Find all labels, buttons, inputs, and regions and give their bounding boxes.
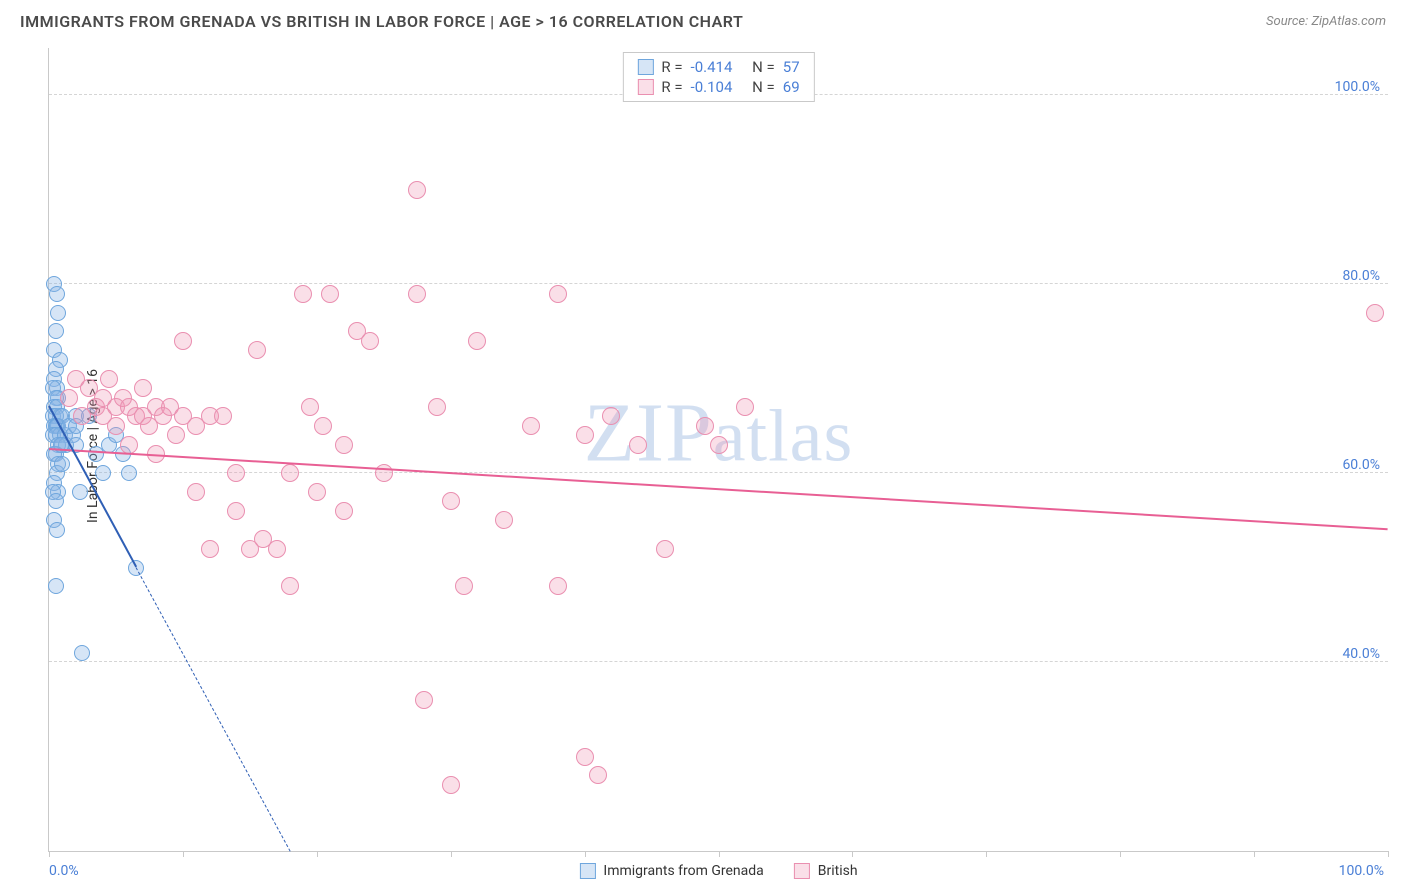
data-point [48, 578, 64, 594]
data-point [60, 389, 78, 407]
data-point [248, 341, 266, 359]
data-point [549, 285, 567, 303]
series-legend: Immigrants from Grenada British [579, 863, 857, 879]
data-point [48, 323, 64, 339]
data-point [736, 398, 754, 416]
data-point [455, 577, 473, 595]
gridline [49, 283, 1388, 284]
swatch-british [637, 79, 653, 95]
correlation-legend: R = -0.414 N = 57 R = -0.104 N = 69 [622, 52, 814, 102]
data-point [268, 540, 286, 558]
scatter-chart: ZIPatlas R = -0.414 N = 57 R = -0.104 N … [48, 48, 1388, 852]
data-point [442, 776, 460, 794]
legend-row-british: R = -0.104 N = 69 [637, 77, 799, 97]
data-point [408, 181, 426, 199]
swatch-british-icon [794, 863, 810, 879]
data-point [442, 492, 460, 510]
data-point [710, 436, 728, 454]
data-point [335, 502, 353, 520]
legend-item-british: British [794, 863, 858, 879]
data-point [408, 285, 426, 303]
swatch-grenada-icon [579, 863, 595, 879]
gridline [49, 661, 1388, 662]
x-tick [317, 851, 318, 857]
x-tick [183, 851, 184, 857]
data-point [120, 436, 138, 454]
data-point [1366, 304, 1384, 322]
chart-title: IMMIGRANTS FROM GRENADA VS BRITISH IN LA… [20, 12, 743, 31]
data-point [308, 483, 326, 501]
y-tick-label: 100.0% [1335, 79, 1380, 95]
data-point [522, 417, 540, 435]
data-point [227, 502, 245, 520]
x-tick [719, 851, 720, 857]
data-point [281, 464, 299, 482]
data-point [294, 285, 312, 303]
data-point [314, 417, 332, 435]
data-point [74, 645, 90, 661]
data-point [121, 465, 137, 481]
x-tick [451, 851, 452, 857]
data-point [107, 417, 125, 435]
regression-line [49, 448, 1388, 530]
data-point [50, 305, 66, 321]
data-point [187, 483, 205, 501]
x-tick-label: 100.0% [1339, 863, 1384, 879]
data-point [201, 540, 219, 558]
swatch-grenada [637, 59, 653, 75]
y-tick-label: 80.0% [1342, 268, 1380, 284]
y-tick-label: 40.0% [1342, 646, 1380, 662]
data-point [100, 370, 118, 388]
x-tick [49, 851, 50, 857]
data-point [335, 436, 353, 454]
data-point [602, 407, 620, 425]
watermark: ZIPatlas [584, 385, 854, 482]
gridline [49, 472, 1388, 473]
data-point [696, 417, 714, 435]
data-point [49, 522, 65, 538]
x-tick [1254, 851, 1255, 857]
legend-item-grenada: Immigrants from Grenada [579, 863, 763, 879]
data-point [174, 332, 192, 350]
data-point [48, 493, 64, 509]
x-tick [1120, 851, 1121, 857]
data-point [495, 511, 513, 529]
data-point [589, 766, 607, 784]
x-tick [1388, 851, 1389, 857]
data-point [49, 286, 65, 302]
data-point [321, 285, 339, 303]
data-point [134, 379, 152, 397]
data-point [72, 484, 88, 500]
x-tick [585, 851, 586, 857]
data-point [361, 332, 379, 350]
source-attribution: Source: ZipAtlas.com [1266, 14, 1386, 29]
regression-line [136, 567, 291, 851]
data-point [549, 577, 567, 595]
data-point [576, 426, 594, 444]
x-tick-label: 0.0% [49, 863, 79, 879]
data-point [167, 426, 185, 444]
legend-row-grenada: R = -0.414 N = 57 [637, 57, 799, 77]
x-tick [986, 851, 987, 857]
data-point [415, 691, 433, 709]
data-point [227, 464, 245, 482]
data-point [656, 540, 674, 558]
data-point [468, 332, 486, 350]
y-tick-label: 60.0% [1342, 457, 1380, 473]
data-point [281, 577, 299, 595]
data-point [54, 456, 70, 472]
data-point [629, 436, 647, 454]
data-point [301, 398, 319, 416]
data-point [214, 407, 232, 425]
x-tick [852, 851, 853, 857]
data-point [576, 748, 594, 766]
data-point [95, 465, 111, 481]
data-point [428, 398, 446, 416]
